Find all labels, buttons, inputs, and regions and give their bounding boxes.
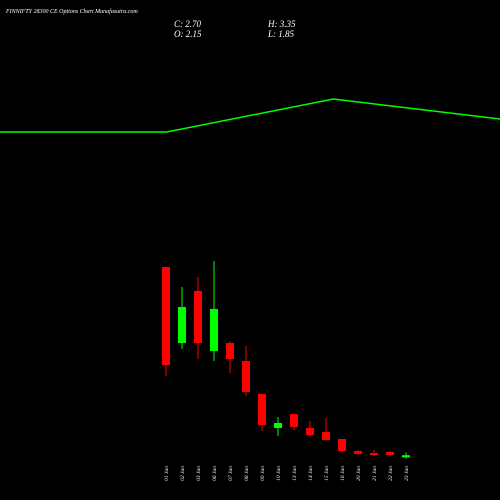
candle-body bbox=[210, 309, 218, 351]
candle-body bbox=[274, 423, 282, 428]
x-tick-label: 20 Jan bbox=[356, 466, 362, 481]
x-tick-label: 22 Jan bbox=[388, 466, 394, 481]
stat-high: H: 3.35 bbox=[267, 19, 296, 29]
x-tick-label: 09 Jan bbox=[260, 466, 266, 481]
candle-body bbox=[258, 394, 266, 425]
x-tick-label: 23 Jan bbox=[404, 466, 410, 481]
candle-body bbox=[322, 432, 330, 440]
candle-body bbox=[226, 343, 234, 359]
x-tick-label: 03 Jan bbox=[196, 466, 202, 481]
candle-body bbox=[242, 361, 250, 392]
stat-open: O: 2.15 bbox=[174, 29, 202, 39]
x-tick-label: 02 Jan bbox=[180, 466, 186, 481]
x-tick-label: 01 Jan bbox=[164, 466, 170, 481]
x-tick-label: 06 Jan bbox=[212, 466, 218, 481]
candle-body bbox=[162, 267, 170, 365]
x-tick-label: 15 Jan bbox=[324, 466, 330, 481]
candle-body bbox=[194, 291, 202, 343]
x-tick-label: 08 Jan bbox=[244, 466, 250, 481]
candle-body bbox=[290, 414, 298, 427]
x-tick-label: 16 Jan bbox=[340, 466, 346, 481]
candle-body bbox=[338, 439, 346, 451]
candle-body bbox=[386, 452, 394, 455]
candle-body bbox=[354, 451, 362, 454]
chart-title: FINNIFTY 28300 CE Options Chart Munafasu… bbox=[5, 8, 138, 15]
candle-body bbox=[370, 453, 378, 455]
candle-body bbox=[306, 428, 314, 435]
x-tick-label: 10 Jan bbox=[276, 466, 282, 481]
x-tick-label: 21 Jan bbox=[372, 466, 378, 481]
overlay-line bbox=[0, 98, 500, 133]
candle-body bbox=[178, 307, 186, 343]
x-tick-label: 13 Jan bbox=[292, 466, 298, 481]
candle-body bbox=[402, 455, 410, 458]
x-tick-label: 14 Jan bbox=[307, 466, 314, 481]
stat-close: C: 2.70 bbox=[174, 19, 202, 29]
x-tick-label: 07 Jan bbox=[228, 466, 234, 481]
stat-low: L: 1.85 bbox=[267, 29, 295, 39]
